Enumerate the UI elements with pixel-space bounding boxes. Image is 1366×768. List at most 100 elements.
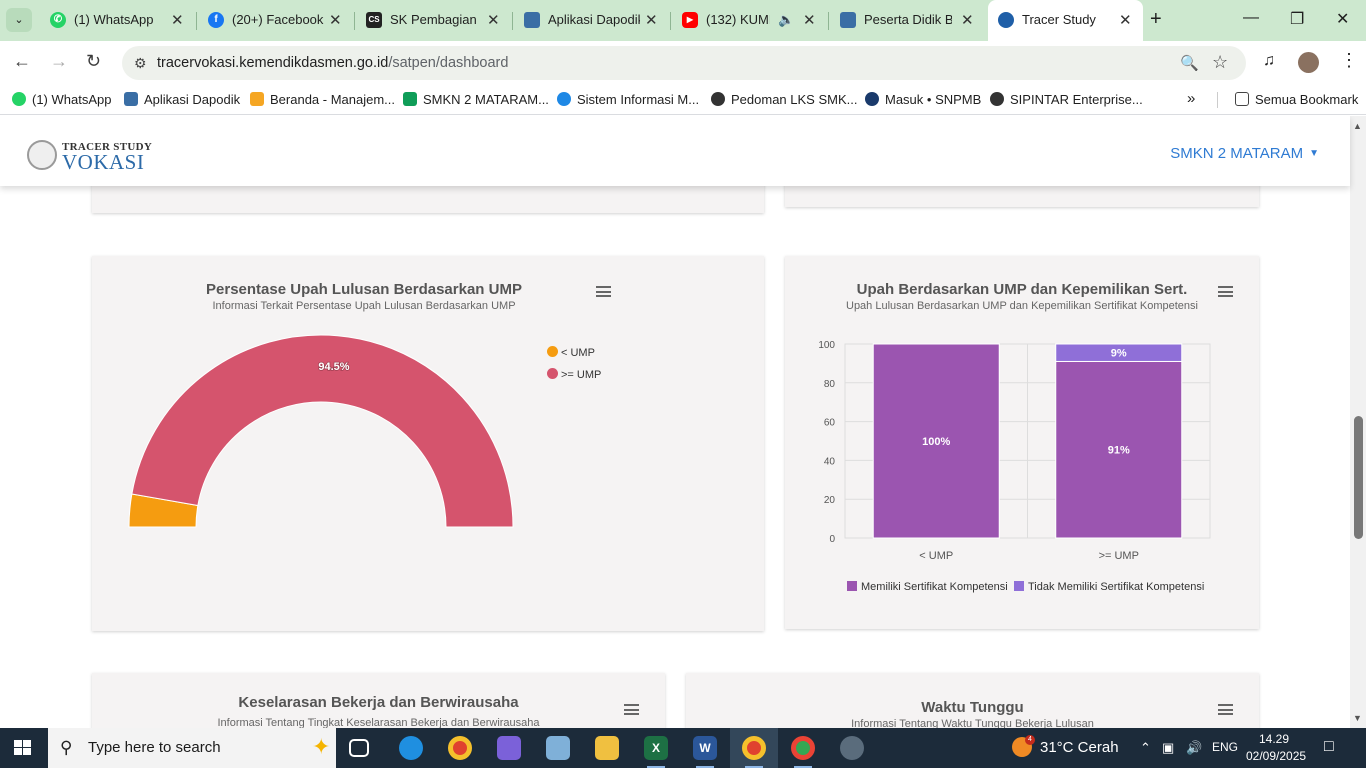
taskbar-search-box[interactable]: ⚲ Type here to search ✦ xyxy=(48,728,336,768)
bookmark-item[interactable]: SIPINTAR Enterprise... xyxy=(990,92,1143,107)
bookmark-item[interactable]: Beranda - Manajem... xyxy=(250,92,395,107)
site-header: TRACER STUDY VOKASI SMKN 2 MATARAM ▼ xyxy=(0,116,1350,186)
bar-segment[interactable] xyxy=(1055,360,1183,539)
zoom-icon[interactable]: 🔍 xyxy=(1180,55,1199,72)
card-subtitle: Informasi Tentang Waktu Tunggu Bekerja L… xyxy=(851,718,1094,728)
close-icon[interactable]: ✕ xyxy=(487,12,500,29)
chart-menu-icon[interactable] xyxy=(624,704,639,715)
manajemen-icon xyxy=(250,92,264,106)
bookmark-item[interactable]: SMKN 2 MATARAM... xyxy=(403,92,549,107)
logo-caption: TRACER STUDY xyxy=(62,141,153,153)
y-tick-label: 20 xyxy=(824,495,836,506)
running-indicator xyxy=(745,766,763,768)
close-icon[interactable]: ✕ xyxy=(171,12,184,29)
bookmark-item[interactable]: Aplikasi Dapodik xyxy=(124,92,240,107)
close-icon[interactable]: ✕ xyxy=(329,12,342,29)
minimize-button[interactable]: — xyxy=(1243,9,1259,26)
system-clock[interactable]: 14.29 02/09/2025 xyxy=(1246,732,1307,763)
legend-item-uncertified[interactable]: Tidak Memiliki Sertifikat Kompetensi xyxy=(1014,581,1204,593)
legend-item-certified[interactable]: Memiliki Sertifikat Kompetensi xyxy=(847,581,1008,593)
bookmark-star-icon[interactable]: ☆ xyxy=(1212,52,1229,72)
language-indicator[interactable]: ENG xyxy=(1212,740,1239,754)
tab-facebook[interactable]: f (20+) Facebook ✕ xyxy=(198,0,353,41)
pie-data-label: 94.5% xyxy=(318,361,349,373)
close-icon[interactable]: ✕ xyxy=(645,12,658,29)
scroll-down-arrow-icon[interactable]: ▼ xyxy=(1353,713,1362,723)
bookmark-item[interactable]: Sistem Informasi M... xyxy=(557,92,699,107)
legend-item-below-ump[interactable]: < UMP xyxy=(547,346,595,359)
bookmark-item[interactable]: (1) WhatsApp xyxy=(12,92,111,107)
word-icon[interactable]: W xyxy=(693,736,717,760)
bookmarks-overflow-button[interactable]: » xyxy=(1187,90,1196,107)
new-tab-button[interactable]: + xyxy=(1150,8,1162,30)
tab-tracer-study[interactable]: Tracer Study ✕ xyxy=(988,0,1143,41)
close-icon[interactable]: ✕ xyxy=(803,12,816,29)
chart-menu-icon[interactable] xyxy=(1218,704,1233,715)
whatsapp-icon xyxy=(12,92,26,106)
reload-button[interactable]: ↻ xyxy=(86,51,102,71)
file-explorer-icon[interactable] xyxy=(595,736,619,760)
back-button[interactable]: ← xyxy=(13,51,31,71)
semi-donut-chart: 94.5% xyxy=(128,334,514,528)
sheets-icon xyxy=(403,92,417,106)
address-url[interactable]: tracervokasi.kemendikdasmen.go.id/satpen… xyxy=(157,55,509,71)
chrome-profile-icon[interactable] xyxy=(791,736,815,760)
excel-icon[interactable]: X xyxy=(644,736,668,760)
all-bookmarks-button[interactable]: Semua Bookmark xyxy=(1235,92,1358,107)
bookmark-item[interactable]: Masuk • SNPMB xyxy=(865,92,981,107)
chrome-icon[interactable] xyxy=(448,736,472,760)
volume-icon[interactable]: 🔊 xyxy=(1186,740,1203,755)
site-info-icon[interactable]: ⚙ xyxy=(134,55,147,71)
network-app-icon[interactable] xyxy=(840,736,864,760)
forward-button[interactable]: → xyxy=(50,51,68,71)
close-icon[interactable]: ✕ xyxy=(961,12,974,29)
school-dropdown[interactable]: SMKN 2 MATARAM ▼ xyxy=(1170,145,1319,162)
chart-menu-icon[interactable] xyxy=(1218,286,1233,297)
chart-menu-icon[interactable] xyxy=(596,286,611,297)
dapodik-icon xyxy=(840,12,856,28)
bar-segment[interactable] xyxy=(1055,343,1183,362)
tab-title: Peserta Didik Baru xyxy=(864,12,952,27)
tray-overflow-icon[interactable]: ⌃ xyxy=(1140,740,1151,755)
close-icon[interactable]: ✕ xyxy=(1119,12,1132,29)
notification-icon[interactable]: □ xyxy=(1324,738,1334,755)
tab-divider xyxy=(670,12,671,30)
search-placeholder: Type here to search xyxy=(88,739,221,756)
scroll-up-arrow-icon[interactable]: ▲ xyxy=(1353,121,1362,131)
pie-slice[interactable] xyxy=(131,334,514,528)
app-icon[interactable] xyxy=(546,736,570,760)
legend-item-above-ump[interactable]: >= UMP xyxy=(547,368,601,381)
tab-whatsapp[interactable]: ✆ (1) WhatsApp ✕ xyxy=(40,0,195,41)
tab-peserta-didik[interactable]: Peserta Didik Baru ✕ xyxy=(830,0,985,41)
menu-kebab-icon[interactable]: ⋮ xyxy=(1340,50,1358,70)
tab-title: SK Pembagian Tugas xyxy=(390,12,478,27)
tab-title: (1) WhatsApp xyxy=(74,12,154,27)
bookmarks-bar: (1) WhatsApp Aplikasi Dapodik Beranda - … xyxy=(0,85,1366,115)
scrollbar-thumb[interactable] xyxy=(1354,416,1363,539)
network-icon[interactable]: ▣ xyxy=(1162,740,1175,755)
profile-avatar[interactable] xyxy=(1298,52,1319,73)
page-scrollbar[interactable]: ▲ ▼ xyxy=(1350,116,1366,728)
legend-swatch xyxy=(1014,581,1024,591)
tab-search-button[interactable]: ⌄ xyxy=(6,8,32,32)
windows-start-icon[interactable] xyxy=(14,740,32,756)
copilot-icon[interactable] xyxy=(497,736,521,760)
task-view-icon[interactable] xyxy=(349,739,369,757)
restore-button[interactable]: ❐ xyxy=(1290,11,1305,28)
snpmb-icon xyxy=(865,92,879,106)
media-controls-icon[interactable]: ♫ xyxy=(1263,52,1275,69)
tab-aplikasi-dapodik[interactable]: Aplikasi Dapodik ✕ xyxy=(514,0,669,41)
edge-icon[interactable] xyxy=(399,736,423,760)
speaker-icon[interactable]: 🔈 xyxy=(778,12,795,27)
bar-data-label: 100% xyxy=(922,436,950,448)
tab-youtube[interactable]: ▶ (132) KUMPULAN 🔈 ✕ xyxy=(672,0,827,41)
chrome-icon[interactable] xyxy=(742,736,766,760)
bookmark-item[interactable]: Pedoman LKS SMK... xyxy=(711,92,857,107)
card-title: Upah Berdasarkan UMP dan Kepemilikan Ser… xyxy=(856,281,1188,298)
bar-segment[interactable] xyxy=(872,343,1000,539)
ump-percentage-card: Persentase Upah Lulusan Berdasarkan UMP … xyxy=(92,256,764,631)
address-bar[interactable]: ⚙ tracervokasi.kemendikdasmen.go.id/satp… xyxy=(122,46,1246,80)
close-window-button[interactable]: ✕ xyxy=(1336,11,1350,28)
weather-badge: 4 xyxy=(1025,735,1035,745)
tab-sk-pembagian[interactable]: CS SK Pembagian Tugas ✕ xyxy=(356,0,511,41)
